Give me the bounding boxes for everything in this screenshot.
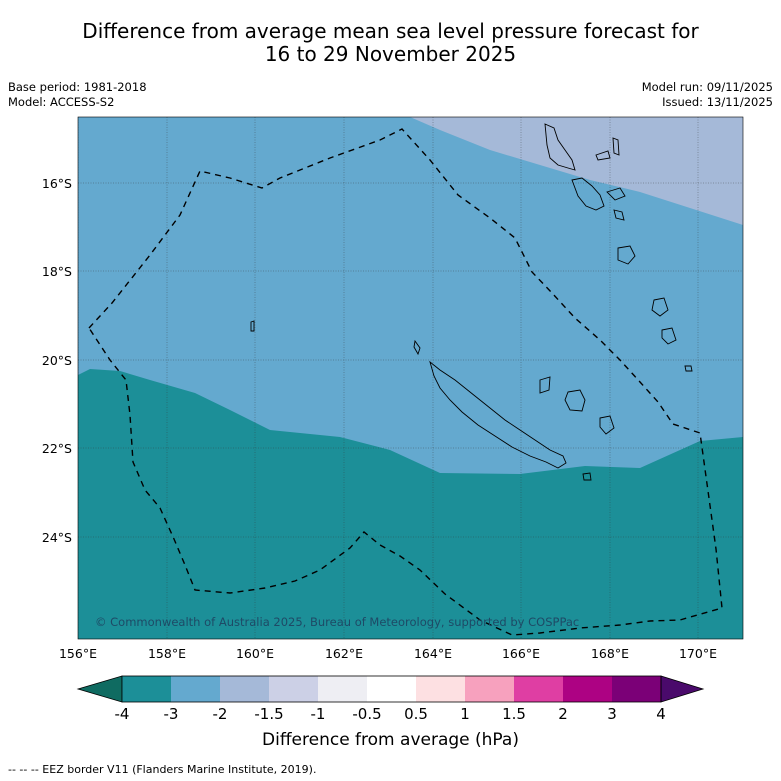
island-isle-of-pines (582, 472, 592, 481)
colorbar-title: Difference from average (hPa) (262, 730, 519, 750)
meta-left: Base period: 1981-2018 Model: ACCESS-S2 (8, 80, 147, 110)
island-maewo (595, 150, 611, 161)
colorbar-under-arrow (76, 675, 123, 703)
island-pentecost-north (612, 137, 620, 156)
colorbar-tick-label: 3 (607, 705, 617, 723)
lon-label: 160°E (235, 646, 274, 661)
colorbar-tick-label: 4 (656, 705, 666, 723)
lon-label: 164°E (413, 646, 452, 661)
colorbar-frame (121, 675, 662, 703)
copyright-text: © Commonwealth of Australia 2025, Bureau… (95, 615, 579, 629)
meta-right: Model run: 09/11/2025 Issued: 13/11/2025 (642, 80, 773, 110)
island-mare (599, 415, 615, 435)
island-ambrym (606, 187, 626, 201)
colorbar-tick-label: 2 (558, 705, 568, 723)
base-period-text: Base period: 1981-2018 (8, 80, 147, 94)
island-erromango (651, 297, 669, 317)
colorbar-bin (318, 676, 367, 702)
eez-footnote: -- -- -- EEZ border V11 (Flanders Marine… (8, 763, 317, 776)
lon-label: 162°E (324, 646, 363, 661)
island-ouvea (539, 376, 551, 394)
lat-label: 24°S (41, 530, 72, 545)
title-line-1: Difference from average mean sea level p… (82, 19, 699, 43)
colorbar-tick-label: -2 (212, 705, 228, 723)
colorbar-tick-label: -1.5 (254, 705, 284, 723)
model-run-text: Model run: 09/11/2025 (641, 80, 773, 94)
island-lifou (564, 389, 586, 412)
colorbar-tick-label: -0.5 (352, 705, 382, 723)
title-line-2: 16 to 29 November 2025 (264, 42, 517, 66)
island-efate (617, 245, 636, 265)
colorbar-bin (122, 676, 171, 702)
island-tanna (661, 327, 677, 345)
colorbar-over-arrow (660, 675, 705, 703)
lat-label: 20°S (41, 353, 72, 368)
eez-border (88, 128, 723, 636)
island-espiritu-santo (544, 123, 576, 171)
island-aneityum (684, 365, 693, 372)
colorbar-tick-label: -1 (310, 705, 326, 723)
island-chesterfield (250, 320, 255, 332)
lon-label: 170°E (678, 646, 717, 661)
colorbar-bin (465, 676, 514, 702)
colorbar-bin (514, 676, 563, 702)
lon-label: 158°E (147, 646, 186, 661)
colorbar-tick-label: 0.5 (404, 705, 428, 723)
map-frame (77, 116, 744, 640)
colorbar-tick-label: 1.5 (502, 705, 526, 723)
issued-text: Issued: 13/11/2025 (662, 95, 773, 109)
lat-label: 16°S (41, 176, 72, 191)
lat-label: 18°S (41, 264, 72, 279)
pressure-anomaly-minus4-to-minus3 (78, 369, 743, 639)
colorbar-tick-label: -3 (163, 705, 179, 723)
colorbar-tick-label: 1 (460, 705, 470, 723)
colorbar-bin (367, 676, 416, 702)
coastlines (250, 123, 693, 481)
colorbar-bin (269, 676, 318, 702)
pressure-anomaly-minus2-to-minus1.5 (380, 117, 743, 225)
colorbar (76, 675, 705, 703)
chart-title: Difference from average mean sea level p… (0, 20, 781, 66)
model-text: Model: ACCESS-S2 (8, 95, 115, 109)
colorbar-tick-label: -4 (114, 705, 130, 723)
colorbar-bin (220, 676, 269, 702)
colorbar-bin (612, 676, 661, 702)
lat-label: 22°S (41, 441, 72, 456)
lon-label: 168°E (590, 646, 629, 661)
lon-label: 156°E (58, 646, 97, 661)
island-epi (613, 209, 625, 221)
colorbar-bin (563, 676, 612, 702)
lon-label: 166°E (501, 646, 540, 661)
island-belep (413, 339, 421, 356)
map-area (78, 117, 743, 639)
island-grande-terre (429, 360, 567, 469)
colorbar-bin (171, 676, 220, 702)
island-malakula (571, 177, 605, 211)
colorbar-bin (416, 676, 465, 702)
